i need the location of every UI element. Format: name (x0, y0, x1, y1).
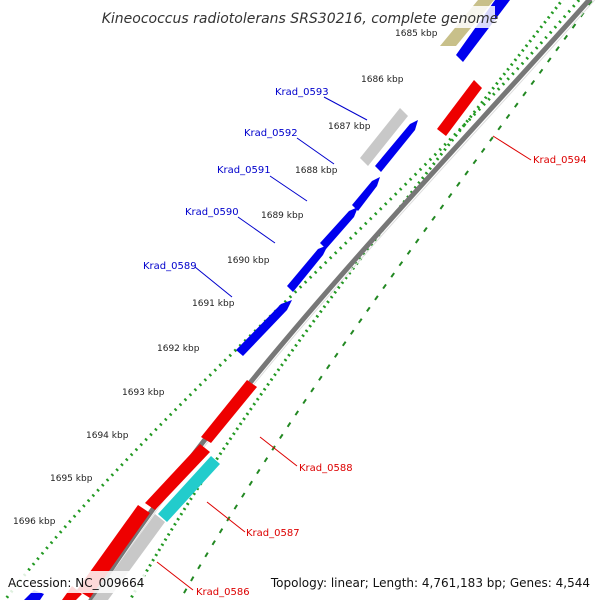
gene-krad-0589[interactable] (236, 300, 292, 356)
leader-krad-0589 (194, 266, 233, 298)
tick-label: 1692 kbp (157, 344, 200, 354)
leader-krad-0593 (323, 96, 368, 121)
accession-backing (2, 571, 145, 593)
tick-label: 1686 kbp (361, 75, 404, 85)
summary-backing (266, 571, 592, 593)
gene-krad-0593[interactable] (375, 120, 418, 172)
tick-label: 1696 kbp (13, 517, 56, 527)
top-leader-lines (194, 96, 368, 298)
backbone-line (88, 0, 593, 600)
gene-label-krad-0593[interactable]: Krad_0593 (275, 87, 329, 98)
gene-label-krad-0588[interactable]: Krad_0588 (299, 463, 353, 474)
tick-labels: 1685 kbp 1686 kbp 1687 kbp 1688 kbp 1689… (13, 29, 438, 527)
leader-krad-0592 (296, 137, 335, 165)
accession-text: Accession: NC_009664 (8, 576, 144, 590)
tick-label: 1690 kbp (227, 256, 270, 266)
gene-krad-0590[interactable] (287, 245, 328, 292)
tick-label: 1691 kbp (192, 299, 235, 309)
tick-label: 1687 kbp (328, 122, 371, 132)
gene-krad-0592[interactable] (352, 177, 380, 211)
gene-krad-0588-a[interactable] (201, 380, 257, 443)
right-leader-lines (156, 135, 532, 591)
leader-krad-0587 (206, 501, 246, 533)
leader-krad-0594 (492, 135, 532, 161)
backbone-highlight (94, 0, 596, 600)
leader-krad-0588 (259, 436, 298, 467)
gene-label-krad-0590[interactable]: Krad_0590 (185, 207, 239, 218)
leader-krad-0586 (156, 561, 194, 591)
leader-krad-0590 (237, 216, 276, 244)
reverse-gene-labels: Krad_0594 Krad_0588 Krad_0587 Krad_0586 (196, 155, 587, 598)
gene-label-krad-0589[interactable]: Krad_0589 (143, 261, 197, 272)
gene-krad-0594[interactable] (437, 80, 482, 136)
leader-krad-0591 (269, 175, 308, 202)
tick-label: 1688 kbp (295, 166, 338, 176)
title-backing (105, 6, 495, 28)
gene-label-krad-0587[interactable]: Krad_0587 (246, 528, 300, 539)
tick-label: 1685 kbp (395, 29, 438, 39)
tick-label: 1693 kbp (122, 388, 165, 398)
cyan-feature-0587[interactable] (158, 456, 220, 522)
gray-feature-1687 (360, 108, 408, 166)
tick-label: 1689 kbp (261, 211, 304, 221)
gene-krad-0591[interactable] (320, 207, 358, 249)
map-title: Kineococcus radiotolerans SRS30216, comp… (102, 11, 499, 27)
gene-label-krad-0591[interactable]: Krad_0591 (217, 165, 271, 176)
gene-krad-0588-b[interactable] (145, 444, 210, 510)
gene-top-blue[interactable] (456, 0, 510, 62)
gene-label-krad-0594[interactable]: Krad_0594 (533, 155, 587, 166)
tick-label: 1694 kbp (86, 431, 129, 441)
tick-label: 1695 kbp (50, 474, 93, 484)
gene-label-krad-0592[interactable]: Krad_0592 (244, 128, 298, 139)
forward-gene-labels: Krad_0593 Krad_0592 Krad_0591 Krad_0590 … (143, 87, 329, 272)
gene-label-krad-0586[interactable]: Krad_0586 (196, 587, 250, 598)
genome-summary: Topology: linear; Length: 4,761,183 bp; … (270, 576, 590, 590)
